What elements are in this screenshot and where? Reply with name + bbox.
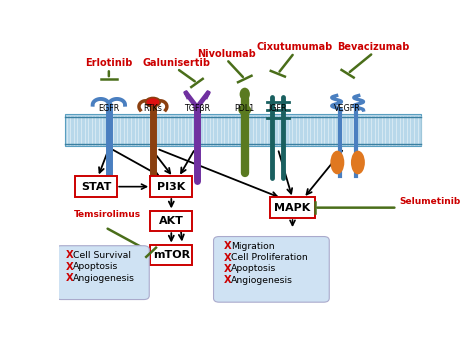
Ellipse shape	[240, 88, 250, 101]
FancyBboxPatch shape	[270, 197, 316, 218]
Text: X: X	[224, 241, 232, 251]
FancyBboxPatch shape	[150, 210, 192, 231]
FancyBboxPatch shape	[150, 245, 192, 265]
Text: X: X	[66, 273, 74, 283]
Text: MAPK: MAPK	[274, 203, 310, 213]
Text: X: X	[66, 262, 74, 272]
Text: mTOR: mTOR	[153, 250, 190, 260]
Text: PDL1: PDL1	[235, 104, 255, 113]
FancyBboxPatch shape	[65, 115, 421, 146]
Ellipse shape	[238, 105, 251, 115]
Text: X: X	[224, 264, 232, 274]
Ellipse shape	[351, 151, 365, 174]
FancyBboxPatch shape	[150, 176, 192, 197]
Text: AKT: AKT	[159, 216, 184, 226]
FancyBboxPatch shape	[75, 176, 117, 197]
Text: Bevacizumab: Bevacizumab	[337, 42, 410, 52]
Text: Apoptosis: Apoptosis	[73, 262, 118, 271]
Text: Cell Proliferation: Cell Proliferation	[231, 253, 308, 262]
Text: Angiogenesis: Angiogenesis	[73, 273, 135, 283]
Text: STAT: STAT	[81, 182, 111, 192]
Ellipse shape	[330, 151, 344, 174]
Text: Erlotinib: Erlotinib	[85, 58, 133, 68]
Text: Cixutumumab: Cixutumumab	[256, 42, 332, 52]
Text: RTKs: RTKs	[144, 104, 163, 113]
Text: X: X	[66, 250, 74, 261]
Text: Apoptosis: Apoptosis	[231, 264, 276, 273]
Text: TGFβR: TGFβR	[184, 104, 210, 113]
Text: X: X	[224, 275, 232, 285]
FancyBboxPatch shape	[55, 246, 149, 299]
Text: Angiogenesis: Angiogenesis	[231, 276, 293, 285]
Text: Galunisertib: Galunisertib	[143, 58, 211, 68]
Text: X: X	[224, 253, 232, 263]
Text: VEGFR: VEGFR	[334, 104, 361, 113]
Text: Temsirolimus: Temsirolimus	[74, 210, 141, 220]
Text: Migration: Migration	[231, 242, 274, 251]
Text: Selumetinib: Selumetinib	[399, 196, 460, 206]
Text: EGFR: EGFR	[98, 104, 119, 113]
Text: PI3K: PI3K	[157, 182, 185, 192]
Text: IGFR: IGFR	[269, 104, 287, 113]
Ellipse shape	[146, 98, 160, 107]
Text: Cell Survival: Cell Survival	[73, 251, 131, 260]
FancyBboxPatch shape	[213, 237, 329, 302]
Text: Nivolumab: Nivolumab	[197, 48, 256, 59]
